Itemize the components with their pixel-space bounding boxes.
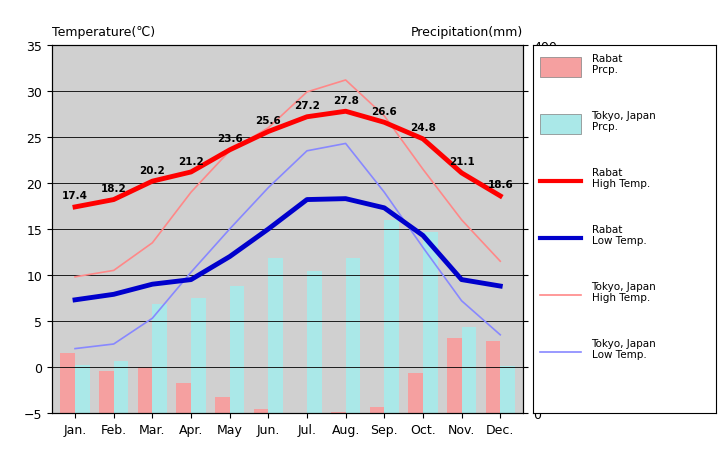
Bar — [75, 365, 90, 413]
Text: Temperature(℃): Temperature(℃) — [52, 26, 155, 39]
Text: 27.8: 27.8 — [333, 95, 359, 106]
Bar — [384, 220, 399, 413]
Bar — [369, 407, 384, 413]
Text: 18.2: 18.2 — [101, 184, 127, 194]
Bar — [346, 259, 360, 413]
Text: 21.2: 21.2 — [178, 156, 204, 166]
Bar — [500, 366, 515, 413]
Bar — [447, 338, 462, 413]
Text: Rabat
High Temp.: Rabat High Temp. — [592, 168, 650, 189]
Bar — [485, 341, 500, 413]
Text: 26.6: 26.6 — [372, 106, 397, 117]
Text: Precipitation(mm): Precipitation(mm) — [411, 26, 523, 39]
Bar — [408, 373, 423, 413]
Bar — [176, 383, 191, 413]
Text: Rabat
Low Temp.: Rabat Low Temp. — [592, 224, 647, 246]
Bar — [153, 305, 167, 413]
Text: 20.2: 20.2 — [140, 165, 165, 175]
Bar — [230, 286, 244, 413]
Text: Tokyo, Japan
Low Temp.: Tokyo, Japan Low Temp. — [592, 338, 657, 359]
FancyBboxPatch shape — [540, 115, 580, 135]
Bar — [462, 328, 477, 413]
Bar — [423, 232, 438, 413]
Bar — [215, 397, 230, 413]
Text: Tokyo, Japan
Prcp.: Tokyo, Japan Prcp. — [592, 111, 657, 132]
Text: Rabat
Prcp.: Rabat Prcp. — [592, 54, 622, 75]
Bar — [253, 409, 269, 413]
Bar — [269, 259, 283, 413]
Bar — [99, 371, 114, 413]
Text: 21.1: 21.1 — [449, 157, 474, 167]
Text: 27.2: 27.2 — [294, 101, 320, 111]
Text: 24.8: 24.8 — [410, 123, 436, 133]
Text: 18.6: 18.6 — [487, 180, 513, 190]
Bar — [307, 272, 322, 413]
Text: 17.4: 17.4 — [62, 191, 88, 201]
Bar — [138, 367, 153, 413]
Bar — [60, 353, 75, 413]
Text: 23.6: 23.6 — [217, 134, 243, 144]
Text: 25.6: 25.6 — [256, 116, 282, 126]
Bar — [114, 362, 128, 413]
Bar — [331, 412, 346, 413]
Bar — [191, 298, 206, 413]
Text: Tokyo, Japan
High Temp.: Tokyo, Japan High Temp. — [592, 281, 657, 302]
FancyBboxPatch shape — [540, 58, 580, 78]
